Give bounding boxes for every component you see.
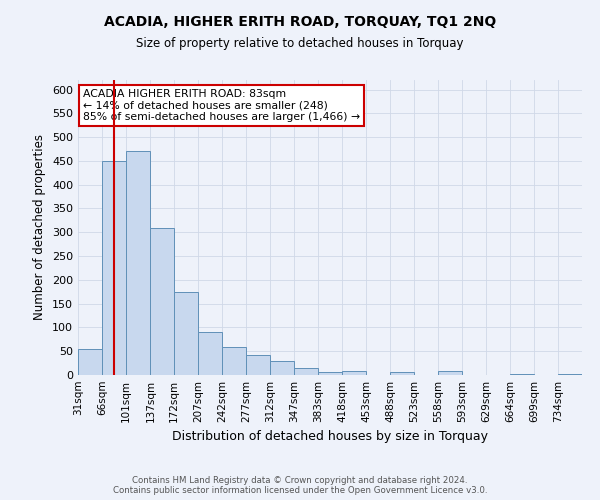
Bar [270,360,294,375]
Text: ACADIA HIGHER ERITH ROAD: 83sqm
← 14% of detached houses are smaller (248)
85% o: ACADIA HIGHER ERITH ROAD: 83sqm ← 14% of… [83,89,360,122]
Bar [78,349,102,375]
Y-axis label: Number of detached properties: Number of detached properties [34,134,46,320]
Bar [558,374,582,375]
Bar [174,292,198,375]
X-axis label: Distribution of detached houses by size in Torquay: Distribution of detached houses by size … [172,430,488,444]
Bar [102,161,126,375]
Text: Size of property relative to detached houses in Torquay: Size of property relative to detached ho… [136,38,464,51]
Bar [294,368,319,375]
Text: ACADIA, HIGHER ERITH ROAD, TORQUAY, TQ1 2NQ: ACADIA, HIGHER ERITH ROAD, TORQUAY, TQ1 … [104,15,496,29]
Bar [510,374,534,375]
Bar [319,372,342,375]
Bar [151,228,174,375]
Bar [126,152,151,375]
Bar [390,372,414,375]
Bar [342,371,366,375]
Text: Contains HM Land Registry data © Crown copyright and database right 2024.
Contai: Contains HM Land Registry data © Crown c… [113,476,487,495]
Bar [438,371,462,375]
Bar [222,348,246,375]
Bar [246,355,270,375]
Bar [198,332,222,375]
